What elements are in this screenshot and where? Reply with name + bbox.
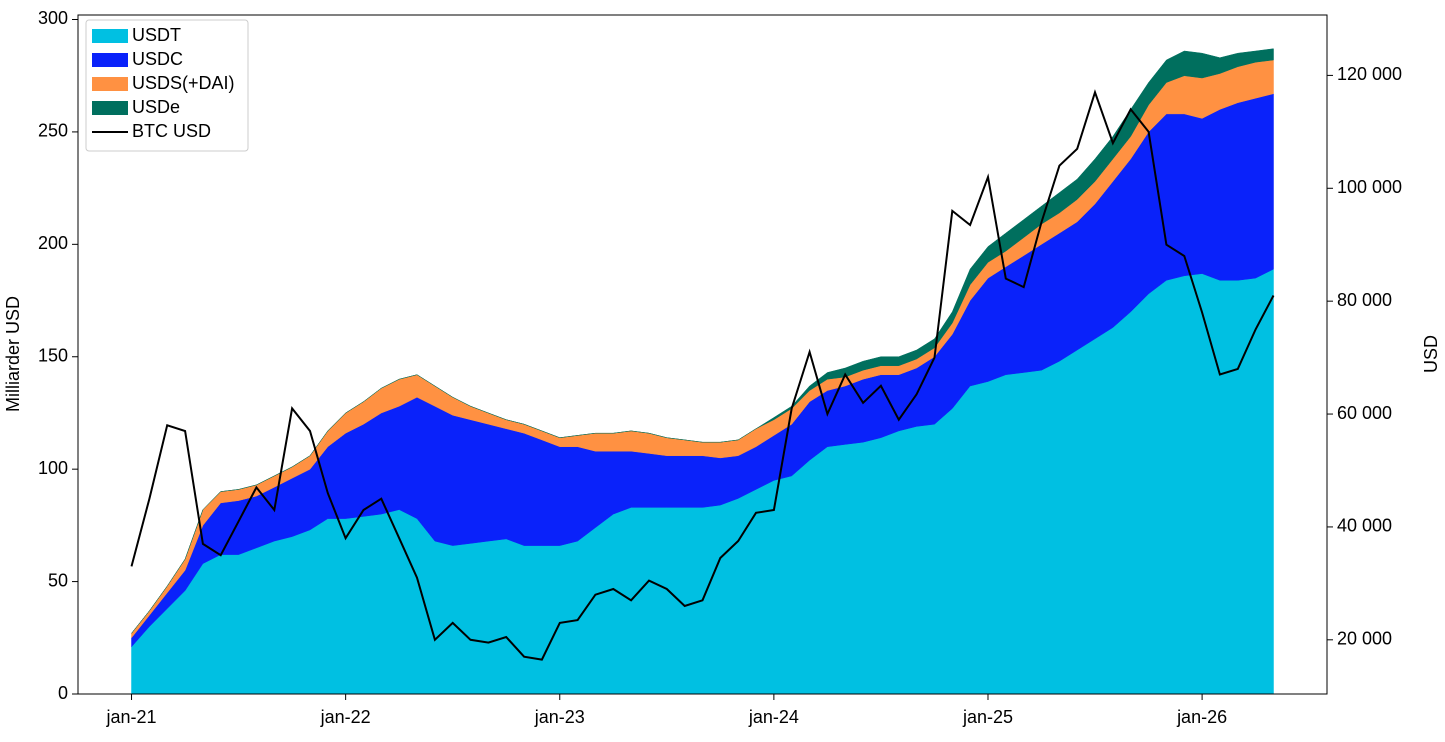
y2-tick-label: 60 000 [1337, 403, 1392, 423]
legend-swatch [92, 77, 128, 91]
lines [130, 89, 1275, 661]
y-tick-label: 50 [48, 570, 68, 590]
legend: USDT USDC USDS(+DAI) USDe BTC USD [85, 19, 249, 152]
y-tick-label: 200 [38, 233, 68, 253]
x-tick-label: jan-22 [320, 707, 371, 727]
y-axis-label: Milliarder USD [3, 296, 23, 412]
y-tick-label: 0 [58, 683, 68, 703]
legend-label: BTC USD [132, 121, 211, 141]
stack-area [131, 48, 1274, 634]
legend-label: USDe [132, 97, 180, 117]
y2-tick-label: 100 000 [1337, 177, 1402, 197]
legend-label: USDS(+DAI) [132, 73, 235, 93]
btc-line [130, 89, 1275, 661]
y-tick-label: 100 [38, 458, 68, 478]
y-tick-label: 150 [38, 345, 68, 365]
x-tick-label: jan-23 [534, 707, 585, 727]
axes: 0 50 100 150 200 250 300 20 000 40 000 60 000 80 0… [38, 8, 1402, 727]
x-tick-label: jan-25 [962, 707, 1013, 727]
legend-swatch [92, 53, 128, 67]
y2-tick-label: 20 000 [1337, 629, 1392, 649]
legend-box [85, 19, 249, 152]
plot-frame [77, 14, 1328, 695]
legend-label: USDT [132, 25, 181, 45]
y2-tick-label: 40 000 [1337, 516, 1392, 536]
y2-tick-label: 80 000 [1337, 290, 1392, 310]
y-tick-label: 300 [38, 8, 68, 28]
x-tick-label: jan-26 [1176, 707, 1227, 727]
y2-axis-label: USD [1421, 335, 1441, 373]
y2-tick-label: 120 000 [1337, 64, 1402, 84]
y-tick-label: 250 [38, 121, 68, 141]
x-tick-label: jan-21 [106, 707, 157, 727]
legend-swatch [92, 29, 128, 43]
legend-label: USDC [132, 49, 183, 69]
x-tick-label: jan-24 [748, 707, 799, 727]
legend-swatch [92, 101, 128, 115]
